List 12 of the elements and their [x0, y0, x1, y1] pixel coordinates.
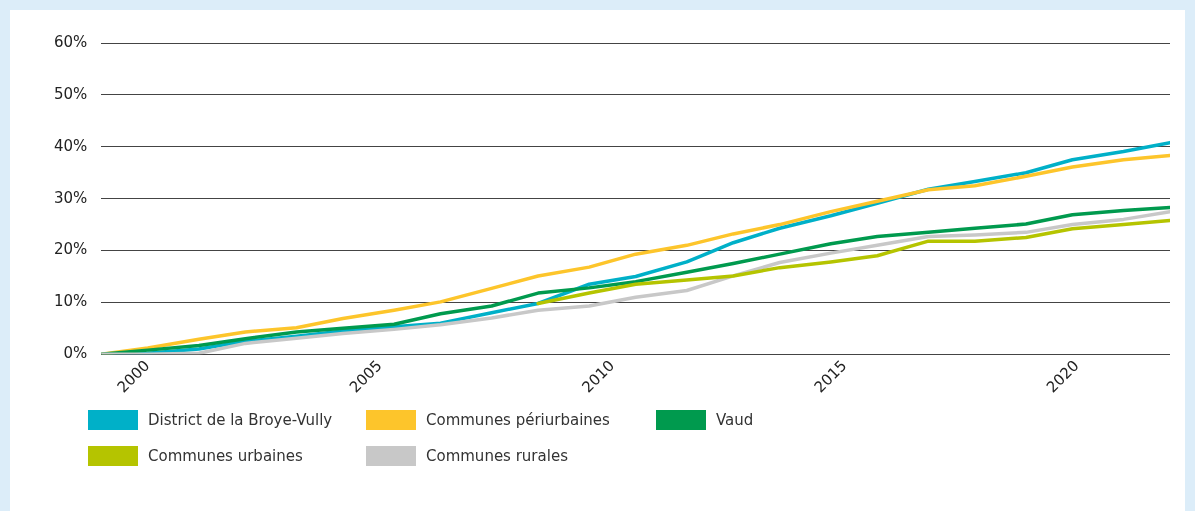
y-tick-label: 30%: [54, 188, 88, 207]
y-tick-label: 20%: [54, 240, 88, 259]
y-tick-label: 10%: [54, 292, 88, 311]
y-tick-label: 50%: [54, 84, 88, 103]
legend-label: Vaud: [716, 411, 754, 429]
legend-label: Communes rurales: [426, 447, 568, 465]
y-tick-label: 40%: [54, 136, 88, 155]
y-tick-label: 60%: [54, 32, 88, 51]
legend-label: Communes urbaines: [148, 447, 303, 465]
legend-label: District de la Broye-Vully: [148, 411, 333, 429]
legend-label: Communes périurbaines: [426, 411, 610, 429]
y-tick-label: 0%: [63, 344, 88, 363]
